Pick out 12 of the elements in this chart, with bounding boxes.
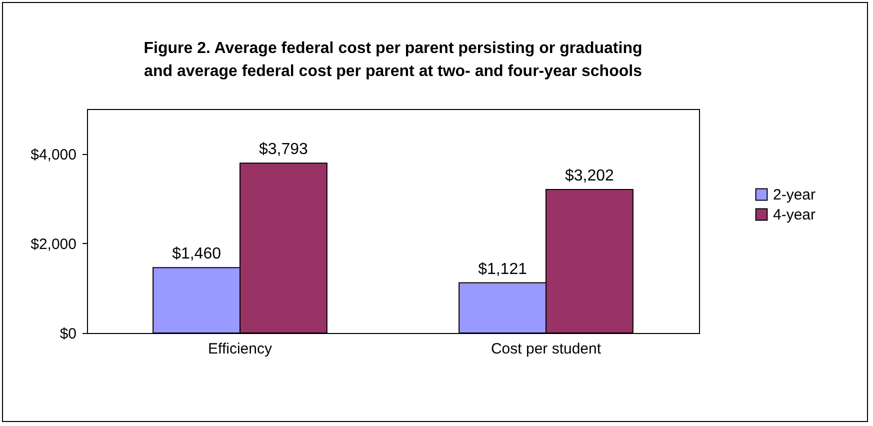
data-label: $1,460 bbox=[172, 246, 222, 263]
legend-label: 4-year bbox=[773, 206, 816, 224]
y-tick-label: $4,000 bbox=[30, 146, 76, 164]
y-tick-label: $0 bbox=[60, 326, 76, 342]
y-tick-label: $2,000 bbox=[30, 236, 76, 253]
legend-label: 2-year bbox=[773, 186, 816, 204]
x-tick-label: Cost per student bbox=[490, 340, 602, 358]
data-label: $3,793 bbox=[258, 141, 308, 158]
data-label: $1,121 bbox=[478, 260, 528, 278]
data-label: $3,202 bbox=[564, 168, 614, 185]
chart-title: Figure 2. Average federal cost per parent persisting or graduating and average federal cost per parent at two- and four-year schools bbox=[144, 40, 642, 80]
x-tick-label: Efficiency bbox=[208, 340, 272, 358]
